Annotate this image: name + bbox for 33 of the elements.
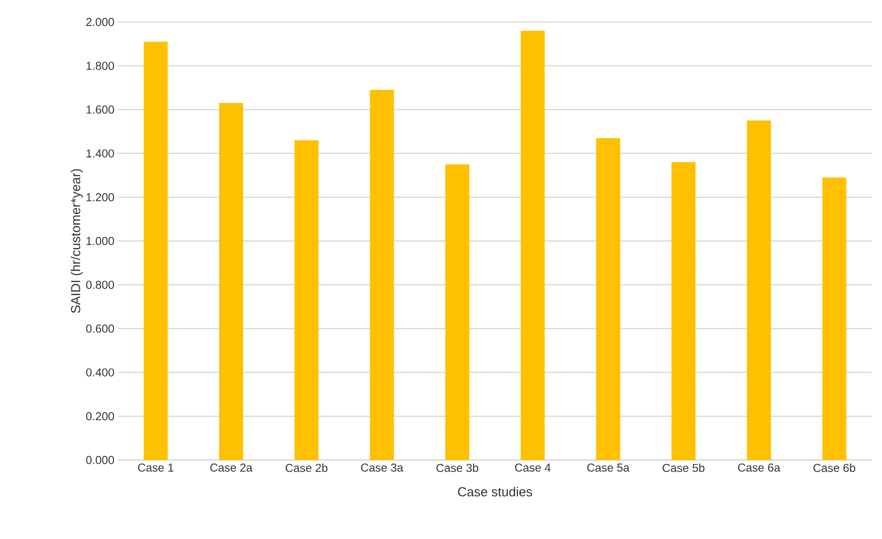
x-tick-label: Case 6a xyxy=(738,464,780,472)
x-tick-label: Case 4 xyxy=(515,464,551,472)
x-tick-label: Case 5b xyxy=(662,464,704,472)
bar xyxy=(596,138,620,460)
bar xyxy=(520,30,545,460)
x-axis-title: Case studies xyxy=(458,486,532,496)
y-tick-label: 0.400 xyxy=(86,368,114,376)
x-tick-label: Case 6b xyxy=(813,464,856,472)
x-tick-label: Case 5a xyxy=(587,464,630,472)
y-tick-label: 1.200 xyxy=(86,193,114,202)
y-tick-label: 2.000 xyxy=(86,18,114,26)
y-tick-label: 1.400 xyxy=(86,149,114,158)
y-tick-label: 0.600 xyxy=(86,324,114,333)
y-tick-label: 1.600 xyxy=(86,106,114,114)
bar xyxy=(144,42,168,460)
x-tick-label: Case 3b xyxy=(436,464,478,472)
y-axis-title: SAIDI (hr/customer*year) xyxy=(70,169,83,314)
y-tick-label: 1.800 xyxy=(86,62,114,70)
bar xyxy=(822,177,846,460)
x-tick-label: Case 2a xyxy=(210,464,253,472)
y-tick-label: 0.800 xyxy=(86,280,114,289)
bar xyxy=(219,103,244,460)
y-tick-label: 0.200 xyxy=(86,412,114,420)
y-tick-label: 1.000 xyxy=(86,236,114,246)
x-tick-label: Case 3a xyxy=(361,464,404,472)
bar xyxy=(672,162,696,460)
bar xyxy=(445,164,470,460)
x-tick-label: Case 2b xyxy=(286,464,328,472)
bar xyxy=(746,120,771,460)
bar xyxy=(370,90,394,460)
y-tick-label: 0.000 xyxy=(86,456,114,464)
bar xyxy=(294,140,319,460)
x-tick-label: Case 1 xyxy=(138,464,174,472)
